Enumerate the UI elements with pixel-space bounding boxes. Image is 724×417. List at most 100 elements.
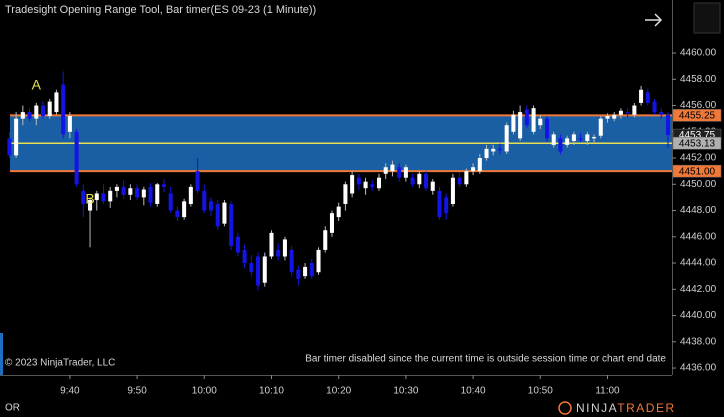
candle-body — [417, 173, 422, 185]
candle-body — [61, 84, 66, 135]
x-tick-label: 10:10 — [259, 386, 284, 397]
candle-body — [457, 177, 462, 185]
candle-body — [249, 263, 254, 273]
candle-body — [202, 190, 207, 211]
candle-body — [497, 148, 502, 151]
candle-body — [618, 110, 623, 115]
candle-body — [47, 101, 52, 117]
candle-body — [262, 256, 267, 283]
candle-body — [94, 193, 99, 201]
candle-body — [114, 186, 119, 191]
candle-body — [390, 164, 395, 172]
candle-body — [571, 134, 576, 141]
candle-body — [269, 232, 274, 257]
candle-body — [101, 193, 106, 202]
candle-body — [141, 189, 146, 198]
candle-body — [135, 188, 140, 198]
x-tick-label: 10:40 — [461, 386, 486, 397]
candle-body — [491, 148, 496, 152]
x-tick-label: 10:30 — [393, 386, 418, 397]
candle-body — [242, 249, 247, 264]
x-tick-label: 10:50 — [528, 386, 553, 397]
candle-body — [14, 118, 19, 156]
candle-body — [222, 202, 227, 224]
candle-body — [565, 138, 570, 145]
scroll-button[interactable] — [693, 2, 721, 34]
candle-body — [316, 249, 321, 273]
candle-body — [182, 201, 187, 218]
y-tick-label: 4440.00 — [680, 310, 717, 321]
logo-part: NINJA — [576, 401, 617, 415]
candle-body — [403, 167, 408, 178]
y-tick-label: 4442.00 — [680, 284, 717, 295]
candle-body — [544, 118, 550, 139]
candle-body — [235, 236, 240, 253]
candle-body — [108, 190, 113, 202]
candle-body — [289, 249, 294, 273]
candle-body — [356, 177, 361, 185]
candle-body — [376, 177, 382, 189]
x-tick-label: 9:50 — [127, 386, 147, 397]
y-tick-label: 4444.00 — [680, 258, 717, 269]
candle-body — [578, 138, 583, 140]
plot-area — [7, 71, 672, 291]
candle-body — [370, 184, 375, 187]
candle-body — [471, 167, 476, 172]
candle-body — [639, 89, 644, 103]
candle-body — [531, 108, 536, 132]
tab-label[interactable]: OR — [5, 403, 20, 414]
candle-body — [511, 114, 516, 132]
candle-body — [665, 114, 670, 136]
candle-body — [625, 112, 630, 114]
candle-body — [309, 263, 314, 277]
candle-body — [148, 186, 153, 203]
y-tick-label: 4450.00 — [680, 179, 717, 190]
candle-body — [67, 116, 72, 132]
candle-body — [383, 167, 388, 174]
y-tick-label: 4446.00 — [680, 231, 717, 242]
candle-body — [329, 213, 334, 233]
y-tick-label: 4436.00 — [680, 363, 717, 374]
candle-body — [229, 203, 234, 246]
candle-body — [450, 177, 455, 204]
x-tick-label: 11:00 — [595, 386, 620, 397]
candle-body — [276, 249, 281, 257]
y-tick-label: 4448.00 — [680, 205, 717, 216]
candle-body — [605, 116, 610, 119]
candle-body — [504, 125, 509, 152]
candle-body — [323, 230, 328, 250]
nav-arrow[interactable] — [645, 13, 663, 27]
candle-body — [350, 175, 355, 194]
candle-body — [410, 177, 415, 185]
x-tick-label: 10:20 — [326, 386, 351, 397]
price-marker-label: 4453.13 — [679, 138, 716, 149]
logo-icon — [558, 401, 572, 415]
price-marker — [672, 136, 722, 150]
price-marker-label: 4453.75 — [679, 130, 716, 141]
candle-body — [659, 112, 664, 115]
candle-body — [215, 203, 220, 227]
candle-body — [363, 181, 368, 189]
candle-body — [343, 184, 348, 204]
price-marker — [672, 109, 722, 122]
candle-body — [282, 239, 287, 257]
y-tick-label: 4438.00 — [680, 336, 717, 347]
copyright: © 2023 NinjaTrader, LLC — [5, 358, 115, 369]
candle-body — [518, 112, 523, 139]
candle-body — [558, 138, 563, 152]
candle-body — [612, 114, 617, 119]
candle-body — [20, 112, 25, 119]
chart-title: Tradesight Opening Range Tool, Bar timer… — [5, 4, 316, 16]
candle-body — [484, 148, 489, 159]
candle-body — [296, 269, 301, 279]
candle-body — [27, 112, 32, 119]
annotation: B — [85, 191, 94, 207]
candle-body — [188, 186, 193, 204]
x-tick-label: 10:00 — [192, 386, 217, 397]
logo: NINJATRADER — [576, 401, 676, 415]
candle-body — [598, 118, 603, 136]
y-tick-label: 4460.00 — [680, 48, 717, 59]
y-tick-label: 4452.00 — [680, 153, 717, 164]
side-tab — [0, 333, 3, 375]
